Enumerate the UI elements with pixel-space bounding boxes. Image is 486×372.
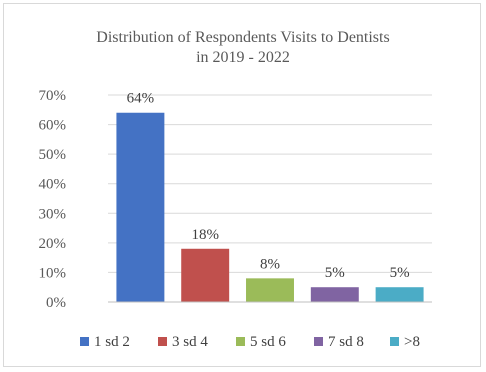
legend-swatch <box>158 337 167 346</box>
data-label: 8% <box>260 256 280 272</box>
legend-swatch <box>80 337 89 346</box>
y-tick-label: 40% <box>39 177 67 193</box>
y-axis: 0% 10% 20% 30% 40% 50% 60% 70% <box>39 88 67 311</box>
legend-label: 5 sd 6 <box>250 334 286 350</box>
y-tick-label: 20% <box>39 236 67 252</box>
y-tick-label: 30% <box>39 206 67 222</box>
chart-frame <box>3 3 481 367</box>
y-tick-label: 10% <box>39 265 67 281</box>
legend-label: 7 sd 8 <box>328 334 364 350</box>
chart-title-line-2: in 2019 - 2022 <box>196 49 290 66</box>
legend-label: 3 sd 4 <box>172 334 208 350</box>
y-tick-label: 60% <box>39 118 67 134</box>
bar <box>181 248 230 302</box>
data-label: 18% <box>191 227 219 243</box>
chart-title: Distribution of Respondents Visits to De… <box>96 29 389 66</box>
y-tick-label: 0% <box>46 295 66 311</box>
bar <box>375 287 424 302</box>
legend-swatch <box>236 337 245 346</box>
bar <box>246 278 294 302</box>
legend-label: 1 sd 2 <box>94 334 130 350</box>
data-label: 5% <box>325 265 345 281</box>
y-tick-label: 70% <box>39 88 67 104</box>
legend: 1 sd 2 3 sd 4 5 sd 6 7 sd 8 >8 <box>80 334 420 350</box>
data-labels: 64% 18% 8% 5% 5% <box>127 91 410 281</box>
legend-label: >8 <box>404 334 420 350</box>
y-tick-label: 50% <box>39 147 67 163</box>
legend-swatch <box>314 337 323 346</box>
bars <box>116 112 424 302</box>
bar <box>116 112 165 302</box>
data-label: 64% <box>127 91 155 107</box>
legend-swatch <box>390 337 399 346</box>
chart-title-line-1: Distribution of Respondents Visits to De… <box>96 29 389 46</box>
bar <box>310 287 359 302</box>
data-label: 5% <box>390 265 410 281</box>
